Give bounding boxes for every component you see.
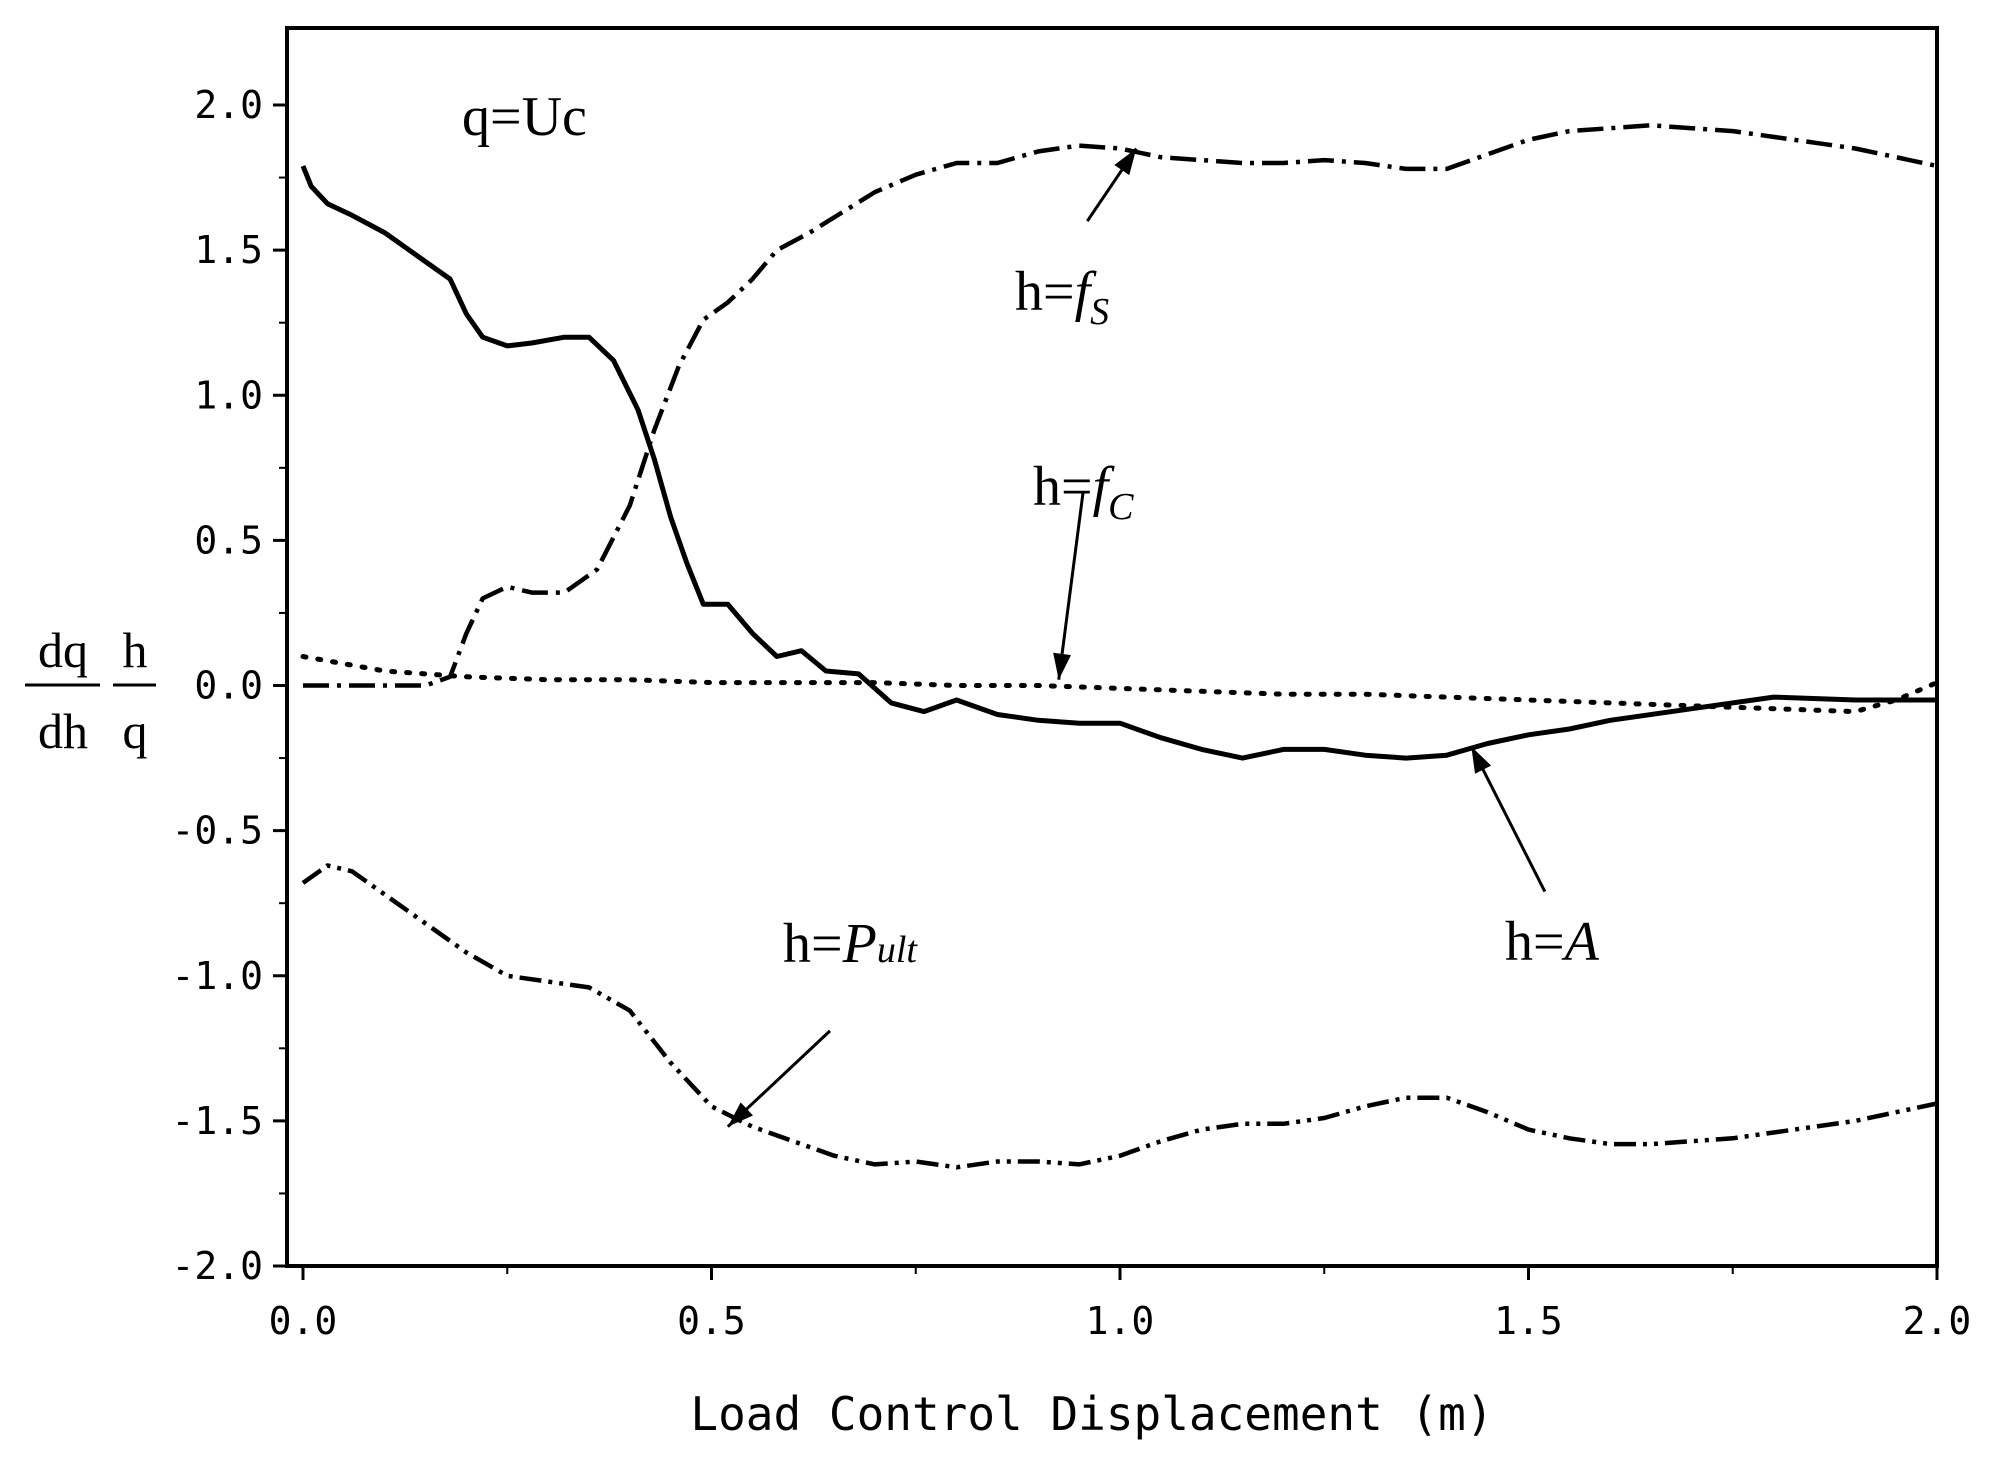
label-fc-main: h= — [1033, 456, 1093, 518]
note-label: q=Uc — [462, 86, 587, 148]
series-lines — [300, 123, 1940, 1170]
series-a-line — [300, 165, 1937, 761]
y-tick-label: 1.5 — [194, 228, 263, 272]
ylabel-frac1-den: dh — [38, 703, 88, 759]
label-a: h=A — [1505, 911, 1600, 973]
ylabel-frac1-num: dq — [38, 622, 88, 678]
ylabel-frac2-num: h — [123, 622, 148, 678]
arrow-fc — [1053, 490, 1085, 680]
label-fs-main: h= — [1015, 261, 1075, 323]
y-tick-label: 1.0 — [194, 373, 263, 417]
y-tick-label: 0.0 — [194, 664, 263, 708]
y-axis-label: dq dh h q — [25, 622, 156, 759]
label-a-symbol: A — [1561, 911, 1600, 973]
arrow-pult — [726, 1029, 831, 1128]
label-pult: h=Pult — [783, 913, 918, 975]
x-tick-label: 0.5 — [677, 1299, 746, 1343]
label-a-main: h= — [1505, 911, 1565, 973]
y-tick-label: 0.5 — [194, 518, 263, 562]
y-tick-label: -0.5 — [171, 809, 263, 853]
series-pult-line — [301, 863, 1938, 1170]
label-fs: h=fS — [1015, 261, 1109, 333]
ylabel-frac2-den: q — [123, 703, 148, 759]
arrow-fs — [1086, 147, 1138, 222]
series-fs-line — [303, 123, 1938, 688]
label-pult-symbol: P — [842, 913, 877, 975]
annotation-arrows — [726, 147, 1547, 1128]
arrow-a — [1469, 745, 1547, 893]
label-pult-sub: ult — [877, 929, 919, 971]
x-tick-label: 1.5 — [1494, 1299, 1563, 1343]
y-tick-label: 2.0 — [194, 83, 263, 127]
series-fc-line — [300, 654, 1940, 715]
axis-ticks: 2.01.51.00.50.0-0.5-1.0-1.5-2.00.0 0.5 1.0… — [171, 83, 1971, 1343]
x-tick-label: 0.0 — [269, 1299, 338, 1343]
label-fc-sub: C — [1108, 486, 1134, 528]
x-tick-label: 2.0 — [1903, 1299, 1972, 1343]
y-tick-label: -1.0 — [171, 954, 263, 998]
label-pult-main: h= — [783, 913, 843, 975]
y-tick-label: -2.0 — [171, 1244, 263, 1288]
y-tick-label: -1.5 — [171, 1099, 263, 1143]
label-fc: h=fC — [1033, 456, 1134, 528]
label-fs-sub: S — [1090, 291, 1109, 333]
x-tick-label: 1.0 — [1086, 1299, 1155, 1343]
plot-frame — [285, 26, 1939, 1268]
x-axis-label: Load Control Displacement (m) — [690, 1387, 1493, 1441]
